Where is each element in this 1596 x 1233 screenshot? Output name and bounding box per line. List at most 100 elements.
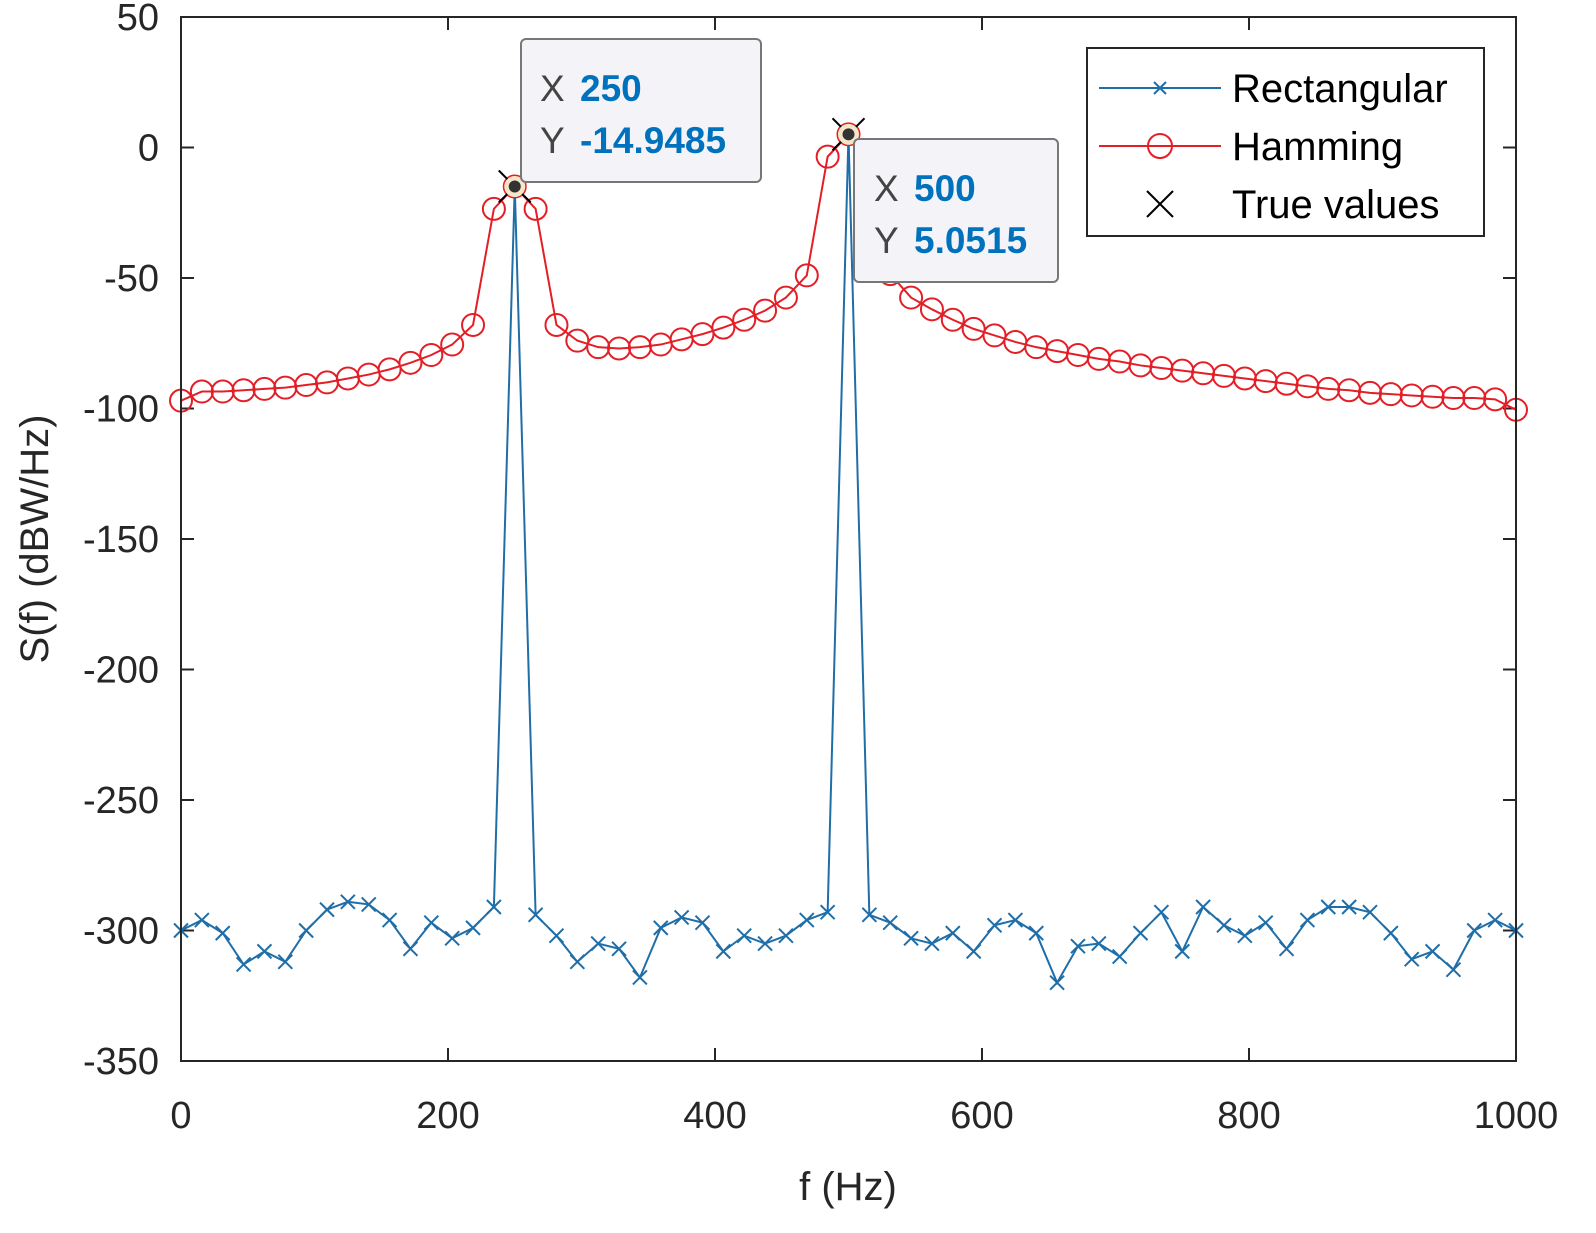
data-point-hamming	[1357, 380, 1382, 405]
y-tick-label: -350	[83, 1041, 159, 1083]
data-tip-x-key: X	[874, 168, 899, 209]
x-tick-label: 0	[170, 1095, 191, 1137]
data-point-hamming	[919, 297, 944, 322]
data-point-rectangular	[1487, 912, 1503, 928]
data-point-rectangular	[402, 941, 419, 957]
data-point-rectangular	[819, 904, 836, 920]
data-point-rectangular	[569, 954, 586, 970]
data-tip-x-key: X	[540, 68, 565, 109]
data-point-rectangular	[986, 917, 1003, 933]
legend-marker-hamming	[1147, 133, 1173, 159]
data-tip-500[interactable]: X 500 Y 5.0515	[853, 138, 1059, 283]
legend-marker-rectangular	[1153, 81, 1167, 95]
x-tick-label: 1000	[1474, 1095, 1559, 1137]
data-point-rectangular	[340, 894, 356, 910]
data-point-hamming	[1483, 387, 1508, 412]
data-point-rectangular	[444, 930, 460, 947]
data-point-rectangular	[1320, 899, 1336, 915]
data-point-rectangular	[486, 899, 502, 915]
data-point-hamming	[252, 376, 277, 401]
data-point-rectangular	[673, 909, 690, 926]
data-point-rectangular	[1028, 925, 1044, 941]
x-tick-label: 200	[416, 1095, 479, 1137]
data-point-hamming	[231, 378, 256, 403]
data-point-rectangular	[1153, 904, 1170, 920]
data-tip-y-value: 5.0515	[914, 220, 1027, 261]
data-point-hamming	[189, 379, 214, 404]
data-tip-anchor[interactable]	[508, 180, 521, 193]
data-point-rectangular	[965, 943, 982, 960]
data-point-hamming	[544, 312, 569, 337]
legend-label-true-values: True values	[1232, 183, 1440, 227]
data-point-hamming	[1441, 386, 1466, 411]
data-point-rectangular	[799, 912, 815, 928]
data-point-rectangular	[548, 928, 565, 944]
data-point-hamming	[899, 285, 924, 310]
legend-box	[1086, 47, 1485, 237]
x-axis-label: f (Hz)	[799, 1165, 897, 1209]
data-point-rectangular	[632, 969, 648, 986]
data-point-rectangular	[1424, 943, 1441, 960]
data-tip-x-value: 250	[580, 68, 642, 109]
data-tip-anchor[interactable]	[842, 128, 855, 141]
data-tip-box	[853, 138, 1059, 283]
data-point-rectangular	[465, 920, 481, 936]
data-point-rectangular	[298, 922, 314, 939]
data-point-rectangular	[381, 912, 398, 928]
y-tick-label: -300	[83, 911, 159, 953]
data-point-hamming	[586, 335, 611, 360]
data-point-hamming	[773, 285, 798, 310]
data-point-hamming	[1399, 383, 1424, 408]
data-point-hamming	[607, 336, 632, 361]
x-tick-label: 600	[950, 1095, 1013, 1137]
data-point-hamming	[1316, 376, 1341, 401]
y-tick-label: 0	[138, 128, 159, 170]
x-tick-label: 800	[1217, 1095, 1280, 1137]
legend-entry-rectangular: Rectangular	[1099, 67, 1448, 111]
data-point-hamming	[210, 379, 235, 404]
data-point-hamming	[753, 298, 778, 323]
data-tip-y-value: -14.9485	[580, 120, 726, 161]
data-point-rectangular	[1299, 912, 1316, 928]
data-point-rectangular	[277, 954, 294, 970]
y-tick-label: -200	[83, 650, 159, 692]
data-point-rectangular	[924, 935, 940, 952]
data-point-hamming	[711, 315, 736, 340]
y-tick-label: -150	[83, 519, 159, 561]
data-point-rectangular	[736, 928, 752, 944]
data-point-rectangular	[1278, 941, 1295, 957]
data-point-rectangular	[945, 925, 961, 941]
data-tip-x-value: 500	[914, 168, 976, 209]
data-point-hamming	[940, 307, 965, 332]
data-point-hamming	[523, 196, 548, 221]
data-tip-250[interactable]: X 250 Y -14.9485	[520, 38, 762, 183]
data-point-rectangular	[194, 912, 210, 928]
data-point-rectangular	[1132, 925, 1149, 941]
data-point-rectangular	[1257, 914, 1274, 931]
data-point-rectangular	[1237, 928, 1253, 944]
data-point-rectangular	[861, 907, 878, 923]
y-tick-label: -100	[83, 389, 159, 431]
data-tip-y-key: Y	[874, 220, 899, 261]
data-point-hamming	[1420, 384, 1445, 409]
legend-entry-hamming: Hamming	[1099, 125, 1403, 169]
data-point-rectangular	[715, 943, 732, 960]
data-point-hamming	[419, 342, 444, 367]
data-point-hamming	[481, 196, 506, 221]
data-point-rectangular	[215, 925, 231, 941]
data-point-rectangular	[882, 914, 898, 931]
legend-label-rectangular: Rectangular	[1232, 67, 1448, 111]
legend-label-hamming: Hamming	[1232, 125, 1403, 169]
data-point-rectangular	[653, 920, 669, 936]
data-tip-y-key: Y	[540, 120, 565, 161]
y-tick-label: -250	[83, 780, 159, 822]
y-tick-label: -50	[104, 258, 159, 300]
data-point-rectangular	[319, 901, 335, 918]
legend[interactable]: Rectangular Hamming True values	[1086, 47, 1485, 237]
data-point-rectangular	[611, 941, 627, 957]
data-point-hamming	[440, 332, 465, 357]
plot-frame	[180, 16, 1517, 1062]
data-point-rectangular	[1195, 899, 1211, 915]
legend-entry-true-values: True values	[1146, 183, 1440, 227]
data-point-hamming	[398, 350, 423, 375]
